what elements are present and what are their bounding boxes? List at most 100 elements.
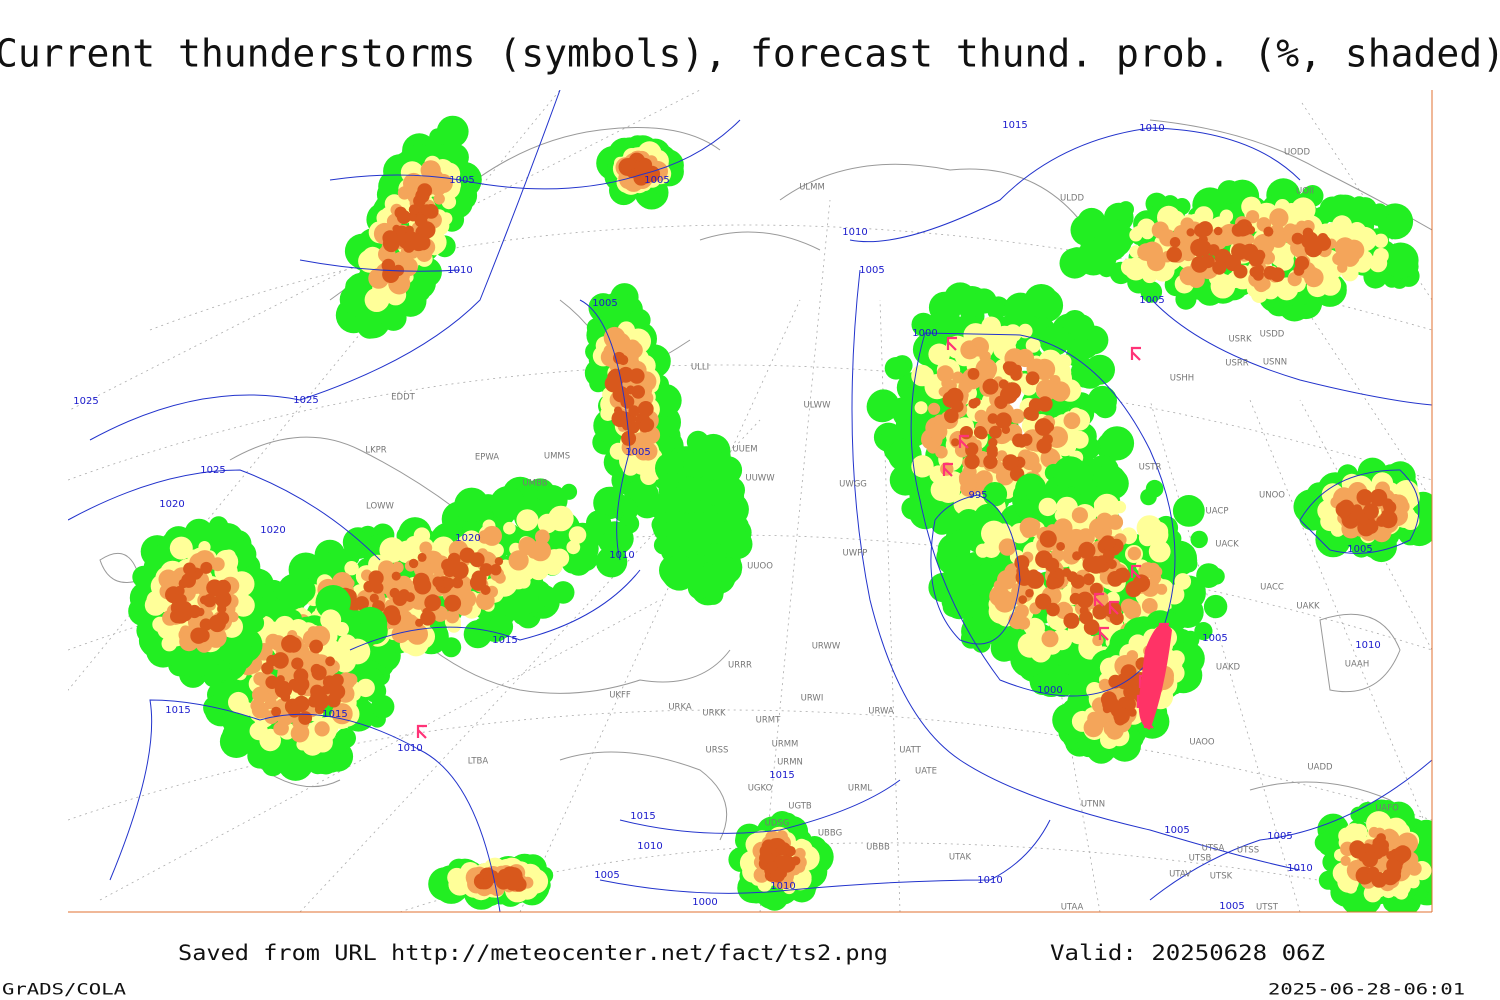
shaded-cell (1350, 842, 1366, 859)
shaded-cell (982, 378, 999, 395)
shaded-cell (475, 591, 495, 611)
shaded-cell (1399, 256, 1419, 277)
shaded-cell (714, 456, 743, 484)
shaded-cell (1254, 249, 1266, 261)
station-label: UTSS (1237, 846, 1259, 856)
shaded-cell (1068, 656, 1095, 684)
shaded-cell (1361, 851, 1378, 868)
shaded-cell (1196, 193, 1213, 210)
isobar-label: 1015 (165, 705, 190, 716)
shaded-cell (1079, 610, 1093, 625)
station-label: UACP (1206, 507, 1229, 517)
shaded-cell (175, 593, 187, 606)
shaded-cell (959, 426, 974, 440)
isobar (299, 259, 461, 272)
isobar (1299, 469, 1420, 554)
isobar-label: 1005 (859, 265, 884, 276)
shaded-cell (1035, 379, 1058, 401)
shaded-cell (354, 596, 369, 611)
shaded-cell (1190, 238, 1208, 257)
shaded-cell (474, 876, 485, 886)
shaded-cell (915, 497, 941, 522)
shaded-cell (406, 183, 419, 196)
graticule-arc (68, 364, 1432, 481)
station-label: ULMM (799, 183, 825, 193)
shaded-cell (1145, 479, 1164, 498)
isobar-label: 1005 (1139, 295, 1164, 306)
shaded-cell (251, 686, 269, 704)
shaded-cell (459, 547, 475, 563)
thunderstorm-symbol (946, 336, 957, 351)
isobar-label: 1010 (842, 227, 867, 238)
shaded-cell (653, 535, 673, 555)
shaded-cell (509, 585, 539, 615)
shaded-cell (285, 636, 302, 653)
shaded-cell (424, 594, 442, 612)
shaded-cell (995, 466, 1015, 486)
isobar-label: 1025 (200, 465, 225, 476)
station-label: UTSK (1210, 872, 1233, 882)
station-label: UGTB (788, 802, 812, 812)
station-label: LKPR (365, 446, 386, 456)
shaded-cell (420, 610, 436, 626)
shaded-cell (968, 398, 979, 409)
isobar-label: 1005 (594, 870, 619, 881)
isobar-label: 1020 (159, 499, 184, 510)
shaded-cell (1083, 717, 1104, 738)
shaded-cell (1246, 210, 1260, 224)
shaded-cell (445, 609, 460, 624)
shaded-cell (443, 564, 457, 578)
shaded-cell (469, 574, 487, 591)
thunderstorm-area (1138, 623, 1172, 730)
isobar-label: 1015 (1002, 120, 1027, 131)
shaded-cell (292, 723, 310, 742)
shaded-cell (184, 518, 214, 548)
station-label: LOWW (366, 502, 395, 512)
shaded-cell (396, 210, 411, 225)
shaded-cell (1094, 528, 1106, 540)
shaded-cell (253, 672, 267, 686)
station-label: UTAK (949, 853, 972, 863)
shaded-cell (1098, 678, 1112, 692)
shaded-cell (1319, 830, 1339, 850)
shaded-cell (1194, 223, 1208, 238)
shaded-cell (1294, 256, 1310, 271)
isobar-label: 1010 (1355, 640, 1380, 651)
shaded-cell (1120, 258, 1139, 277)
shaded-cell (1344, 823, 1364, 842)
shaded-cell (265, 633, 281, 649)
shaded-cell (1203, 594, 1228, 619)
shaded-cell (1087, 556, 1105, 574)
isobar (910, 332, 1176, 697)
isobar-label: 1005 (592, 298, 617, 309)
shaded-cell (1268, 224, 1286, 241)
shaded-cell (1002, 454, 1019, 471)
shaded-cell (1125, 581, 1142, 598)
shaded-cell (1001, 425, 1011, 434)
shaded-cell (1066, 571, 1078, 583)
shaded-cell (337, 634, 357, 653)
shaded-cell (265, 677, 275, 687)
shaded-cell (419, 541, 433, 555)
shaded-cell (335, 727, 356, 749)
graticule-line (1299, 99, 1432, 301)
shaded-cell (1208, 567, 1225, 585)
isobar (89, 90, 561, 441)
station-label: URRR (728, 661, 752, 671)
station-label: USRR (1225, 359, 1249, 369)
shaded-cell (959, 469, 979, 490)
valid-time: Valid: 20250628 06Z (1050, 941, 1325, 965)
shaded-cell (1368, 205, 1389, 226)
station-label: UGKO (748, 784, 773, 794)
shaded-cell (597, 306, 615, 324)
shaded-cell (595, 546, 628, 578)
shaded-cell (1078, 541, 1096, 560)
shaded-cell (1341, 249, 1359, 267)
shaded-cell (944, 408, 959, 424)
station-label: UTST (1256, 903, 1279, 913)
graticule-line (68, 90, 701, 412)
shaded-cell (704, 543, 727, 565)
isobar (1149, 759, 1432, 901)
shaded-cell (395, 575, 413, 593)
shaded-cell (560, 483, 578, 500)
